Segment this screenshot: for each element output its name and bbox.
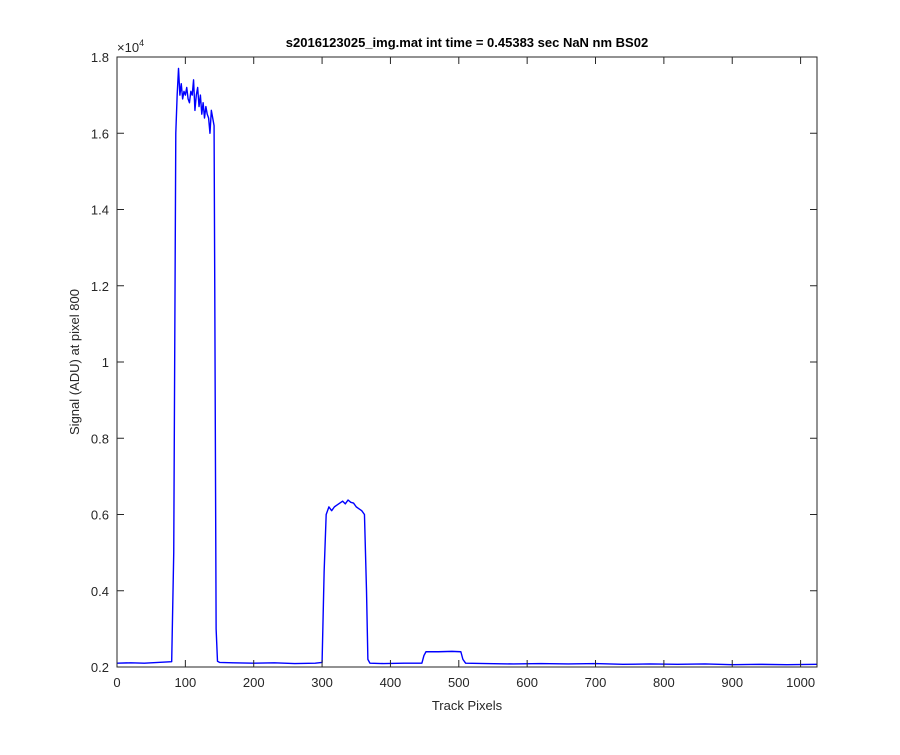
- y-tick-label: 1.8: [91, 50, 109, 65]
- x-axis-label: Track Pixels: [432, 698, 503, 713]
- y-axis-exponent-base: ×10: [117, 40, 139, 55]
- y-tick-label: 1.4: [91, 203, 109, 218]
- y-axis-exponent: ×104: [117, 38, 144, 55]
- plot-frame: [116, 56, 818, 668]
- y-tick-label: 1: [102, 355, 109, 370]
- x-tick-label: 500: [448, 675, 470, 690]
- x-tick-label: 0: [113, 675, 120, 690]
- x-tick-label: 700: [585, 675, 607, 690]
- x-tick-label: 400: [380, 675, 402, 690]
- x-tick-label: 200: [243, 675, 265, 690]
- y-tick-label: 1.6: [91, 126, 109, 141]
- y-tick-label: 1.2: [91, 279, 109, 294]
- x-tick-label: 600: [516, 675, 538, 690]
- x-tick-label: 800: [653, 675, 675, 690]
- marks-layer: [116, 67, 818, 666]
- y-tick-label: 0.4: [91, 584, 109, 599]
- x-tick-label: 100: [175, 675, 197, 690]
- y-tick-label: 0.8: [91, 431, 109, 446]
- x-tick-label: 300: [311, 675, 333, 690]
- y-axis-label: Signal (ADU) at pixel 800: [67, 289, 82, 435]
- plot-background: [117, 57, 817, 667]
- y-tick-label: 0.6: [91, 508, 109, 523]
- x-tick-label: 1000: [786, 675, 815, 690]
- y-tick-label: 0.2: [91, 660, 109, 675]
- y-axis-exponent-power: 4: [139, 38, 144, 48]
- ticks-layer: 0 100 200 300 400 500 600 700 800 900 1000 0.2 0.4 0.…: [91, 50, 817, 690]
- x-tick-label: 900: [721, 675, 743, 690]
- series-line-0: [116, 67, 818, 666]
- chart-title: s2016123025_img.mat int time = 0.45383 s…: [286, 35, 648, 50]
